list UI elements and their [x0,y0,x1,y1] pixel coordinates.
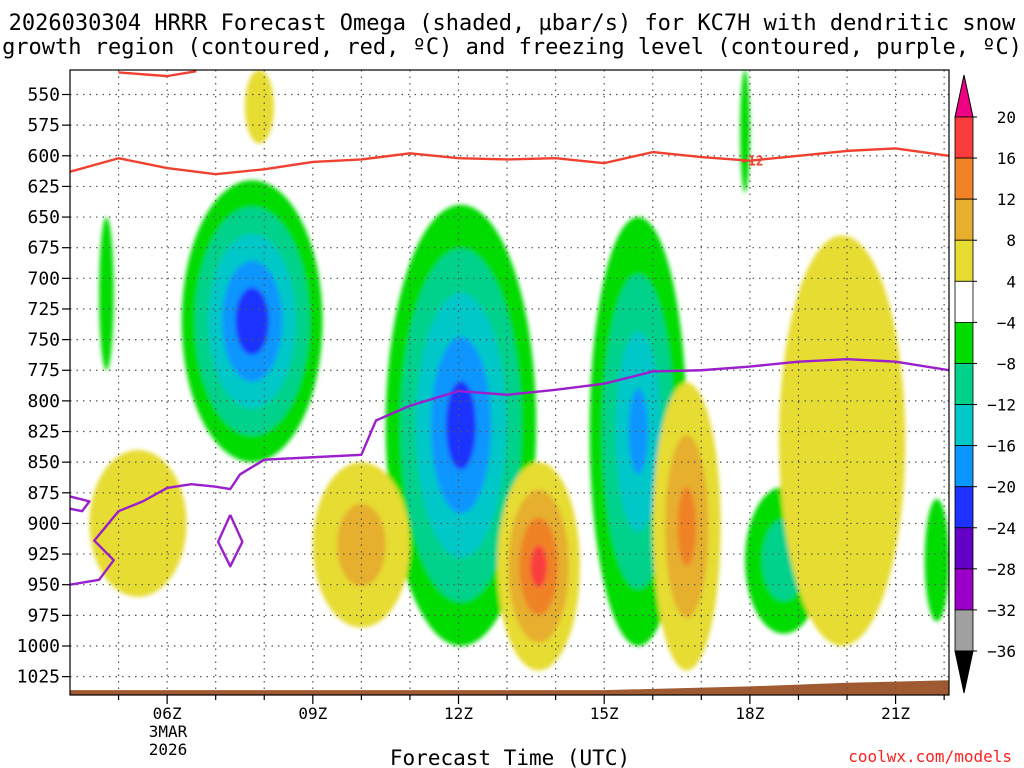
terrain-fill [70,680,949,695]
omega-contour-band [447,385,475,466]
omega-shading [89,70,949,671]
y-tick-label: 550 [27,85,60,106]
omega-contour-band [531,547,547,586]
y-tick-label: 650 [27,207,60,228]
omega-core [181,180,323,463]
y-tick-label: 925 [27,544,60,565]
omega-core [497,462,580,671]
y-tick-label: 675 [27,238,60,259]
colorbar-swatch [954,198,974,241]
colorbar-label: −24 [987,519,1016,538]
contour-line [70,358,949,586]
omega-contour-band [248,79,271,135]
contour-lines: -12 [70,70,949,586]
omega-contour-band [810,338,874,544]
x-tick-label: 09Z [298,704,327,723]
omega-core [652,382,721,671]
contour-line [216,514,244,568]
colorbar-swatch [954,157,974,200]
colorbar-label: 12 [997,190,1016,209]
omega-core [740,70,750,193]
colorbar-label: −36 [987,642,1016,661]
omega-contour-band [629,392,647,471]
colorbar-swatch [954,486,974,529]
colorbar-bottom-arrow [954,650,974,694]
colorbar-label: −4 [997,313,1016,332]
colorbar-label: −20 [987,478,1016,497]
colorbar-label: 16 [997,149,1016,168]
y-tick-label: 875 [27,483,60,504]
colorbar-label: 20 [997,108,1016,127]
omega-core [244,70,274,144]
x-sublabel-year: 2026 [149,740,188,759]
omega-contour-band [101,468,175,579]
y-tick-label: 900 [27,513,60,534]
omega-contour-band [680,500,693,553]
colorbar-label: 8 [1006,231,1016,250]
omega-contour-band [927,514,946,607]
colorbar-label: −12 [987,396,1016,415]
y-tick-label: 750 [27,330,60,351]
omega-core [99,217,114,371]
x-tick-label: 18Z [735,704,764,723]
colorbar: 20 16 12 8 4 −4 −8 −12 −16 −20 −24 −28 −32 −36 [954,74,1016,694]
colorbar-swatch [954,321,974,364]
y-axis: 550 575 600 625 650 675 700 725 750 775 800 825 850 8… [17,85,70,688]
omega-contour-band [775,543,793,577]
y-tick-label: 575 [27,115,60,136]
contour-label: -12 [740,155,763,170]
contour-line [70,147,949,176]
omega-core [385,204,537,646]
contour-line [70,495,91,513]
y-tick-label: 950 [27,575,60,596]
colorbar-swatch [954,280,974,323]
colorbar-label: −32 [987,601,1016,620]
colorbar-swatch [954,568,974,611]
omega-contour-band [239,295,265,347]
y-tick-label: 600 [27,146,60,167]
x-tick-label: 06Z [153,704,182,723]
colorbar-label: 4 [1006,272,1016,291]
contour-line [118,70,197,78]
colorbar-label: −28 [987,560,1016,579]
colorbar-swatch [954,609,974,652]
y-tick-label: 850 [27,452,60,473]
plot-frame [69,69,950,696]
x-axis-title: Forecast Time (UTC) [390,746,630,768]
colorbar-swatch [954,116,974,159]
colorbar-label: −8 [997,354,1016,373]
omega-core [924,498,949,622]
x-tick-label: 21Z [881,704,910,723]
colorbar-swatch [954,363,974,405]
colorbar-swatch [954,239,974,282]
x-sublabel-month: 3MAR [149,722,188,741]
colorbar-swatch [954,404,974,447]
colorbar-top-arrow [954,74,974,118]
colorbar-swatch [954,527,974,570]
y-tick-label: 1025 [17,667,60,688]
x-axis: 06Z 09Z 12Z 15Z 18Z 21Z [117,695,945,723]
chart-title-line-1: 2026030304 HRRR Forecast Omega (shaded, … [9,11,1016,36]
terrain-surface [70,680,949,695]
x-tick-label: 15Z [590,704,619,723]
y-tick-label: 825 [27,422,60,443]
colorbar-label: −16 [987,437,1016,456]
y-tick-label: 775 [27,360,60,381]
omega-core [779,235,906,646]
y-tick-label: 975 [27,605,60,626]
y-tick-label: 625 [27,176,60,197]
credit-text: coolwx.com/models [848,747,1012,766]
x-tick-label: 12Z [444,704,473,723]
y-tick-label: 700 [27,268,60,289]
y-tick-label: 800 [27,391,60,412]
colorbar-swatch [954,445,974,488]
omega-contour-band [742,100,748,162]
y-tick-label: 725 [27,299,60,320]
omega-contour-band [102,255,111,332]
y-tick-label: 1000 [17,636,60,657]
chart-title-line-2: growth region (contoured, red, ºC) and f… [2,35,1022,60]
